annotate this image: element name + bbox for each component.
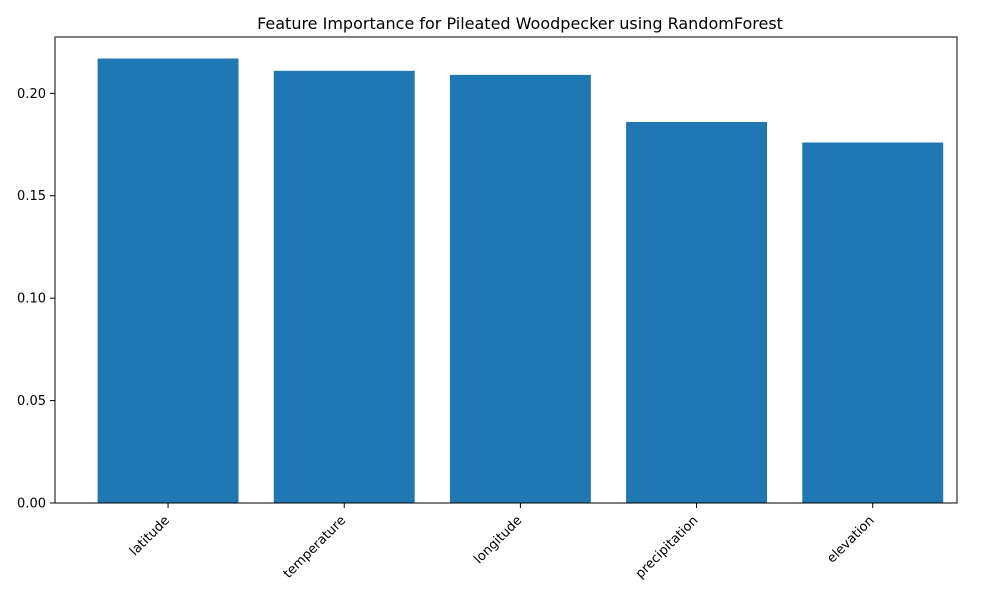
x-tick-label-temperature: temperature: [281, 513, 349, 581]
bars: [97, 58, 944, 504]
bar-latitude: [97, 58, 239, 503]
y-tick-label: 0.15: [17, 189, 46, 204]
chart-title: Feature Importance for Pileated Woodpeck…: [257, 14, 783, 33]
y-tick-label: 0.20: [17, 87, 46, 102]
y-tick-label: 0.05: [17, 394, 46, 409]
bar-longitude: [449, 74, 591, 503]
x-tick-label-elevation: elevation: [824, 513, 877, 566]
x-tick-label-latitude: latitude: [127, 513, 173, 559]
x-tick-label-precipitation: precipitation: [633, 513, 702, 582]
y-axis: 0.00 0.05 0.10 0.15 0.20: [17, 87, 55, 512]
bar-temperature: [273, 70, 415, 504]
x-tick-label-longitude: longitude: [471, 513, 525, 567]
y-tick-label: 0.00: [17, 497, 46, 512]
y-tick-label: 0.10: [17, 292, 46, 307]
bar-precipitation: [626, 122, 768, 503]
bar-elevation: [802, 142, 944, 504]
plot-frame: [54, 36, 958, 504]
x-axis: latitude temperature longitude precipitatio…: [127, 503, 878, 582]
